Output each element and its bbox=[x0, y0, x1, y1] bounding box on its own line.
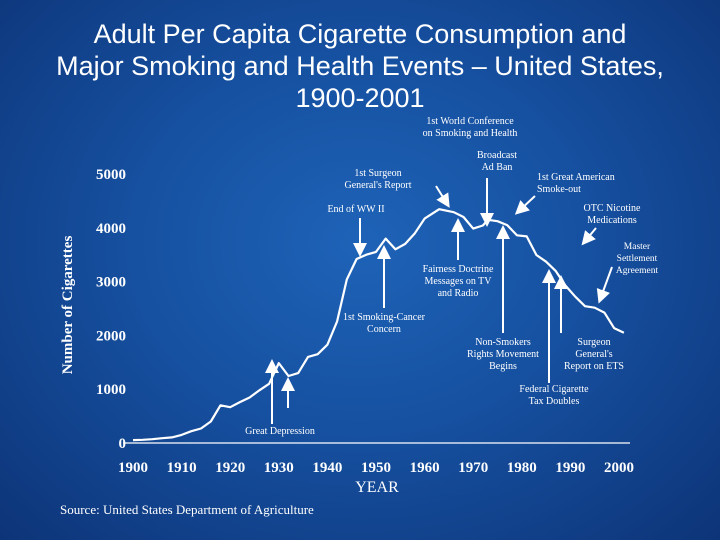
annotation-label: 1st Surgeon bbox=[354, 168, 401, 179]
annotation-label: Master bbox=[624, 242, 651, 252]
annotation-label: and Radio bbox=[438, 288, 479, 299]
source-note: Source: United States Department of Agri… bbox=[60, 502, 314, 517]
annotation-arrow bbox=[581, 227, 597, 246]
x-axis-label: YEAR bbox=[355, 479, 399, 496]
annotation-label: Smoke-out bbox=[537, 184, 581, 195]
annotation-label: General's bbox=[575, 349, 612, 360]
y-tick-label: 0 bbox=[119, 436, 127, 452]
annotation-label: General's Report bbox=[344, 180, 411, 191]
y-tick-label: 2000 bbox=[96, 328, 126, 344]
annotation-label: Begins bbox=[489, 361, 517, 372]
annotation-label: OTC Nicotine bbox=[584, 203, 641, 214]
annotation-label: Messages on TV bbox=[424, 276, 492, 287]
x-tick-label: 1900 bbox=[118, 460, 148, 476]
x-tick-label: 1910 bbox=[167, 460, 197, 476]
annotation-label: 1st Great American bbox=[537, 172, 615, 183]
annotation-label: Rights Movement bbox=[467, 349, 539, 360]
x-tick-label: 1970 bbox=[458, 460, 488, 476]
annotation-label: Agreement bbox=[616, 266, 659, 276]
consumption-line bbox=[132, 208, 625, 442]
annotation-label: End of WW II bbox=[327, 204, 384, 215]
annotation-label: Concern bbox=[367, 324, 401, 335]
x-tick-label: 1930 bbox=[264, 460, 294, 476]
x-tick-label: 1980 bbox=[507, 460, 537, 476]
annotation-label: on Smoking and Health bbox=[423, 128, 518, 139]
x-tick-label: 1960 bbox=[410, 460, 440, 476]
chart-title: Adult Per Capita Cigarette Consumption a… bbox=[0, 18, 720, 114]
annotation-label: Ad Ban bbox=[482, 162, 513, 173]
title-line-1: Adult Per Capita Cigarette Consumption a… bbox=[93, 19, 627, 49]
title-line-3: 1900-2001 bbox=[295, 83, 425, 113]
annotation-label: Broadcast bbox=[477, 150, 517, 161]
annotation-label: 1st Smoking-Cancer bbox=[343, 312, 426, 323]
x-tick-label: 1950 bbox=[361, 460, 391, 476]
annotation-label: 1st World Conference bbox=[426, 116, 514, 127]
y-tick-label: 5000 bbox=[96, 167, 126, 183]
annotation-label: Medications bbox=[587, 215, 637, 226]
annotation-label: Report on ETS bbox=[564, 361, 624, 372]
title-line-2: Major Smoking and Health Events – United… bbox=[56, 51, 664, 81]
annotation-label: Settlement bbox=[617, 254, 658, 264]
y-tick-label: 1000 bbox=[96, 382, 126, 398]
y-axis-label: Number of Cigarettes bbox=[60, 236, 76, 375]
annotation-arrow bbox=[596, 266, 613, 304]
y-tick-label: 3000 bbox=[96, 275, 126, 291]
annotation-label: Fairness Doctrine bbox=[423, 264, 494, 275]
annotation-label: Great Depression bbox=[245, 426, 315, 437]
x-tick-label: 2000 bbox=[604, 460, 634, 476]
annotation-label: Surgeon bbox=[577, 337, 610, 348]
x-tick-label: 1990 bbox=[555, 460, 585, 476]
annotation-arrow bbox=[435, 185, 450, 208]
annotation-label: Federal Cigarette bbox=[519, 384, 589, 395]
annotation-arrow bbox=[514, 195, 536, 215]
x-tick-label: 1920 bbox=[215, 460, 245, 476]
y-tick-label: 4000 bbox=[96, 221, 126, 237]
x-tick-label: 1940 bbox=[312, 460, 342, 476]
annotation-label: Tax Doubles bbox=[529, 396, 580, 407]
annotation-label: Non-Smokers bbox=[475, 337, 531, 348]
